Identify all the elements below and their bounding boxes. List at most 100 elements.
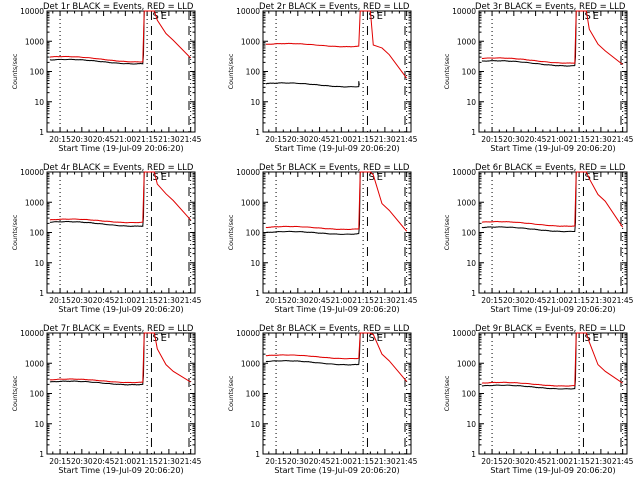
y-tick-label: 10 — [466, 98, 476, 107]
panel-title: Det 1r BLACK = Events, RED = LLD — [43, 2, 194, 12]
y-axis-label: Counts/sec — [443, 53, 451, 89]
x-tick-label: 20:45 — [525, 457, 547, 466]
y-tick-label: 10 — [34, 259, 44, 268]
y-tick-label: 1000 — [457, 198, 476, 207]
panels: Det 1r BLACK = Events, RED = LLD 1 10 100 10… — [11, 2, 634, 475]
y-tick-label: 10000 — [236, 168, 260, 177]
x-tick-label: 21:00 — [115, 135, 137, 144]
x-tick-label: 21:15 — [568, 135, 590, 144]
start-marker-label: S — [368, 11, 374, 22]
x-tick-label: 20:30 — [287, 457, 309, 466]
x-tick-label: 20:15 — [481, 457, 503, 466]
y-tick-label: 1000 — [457, 359, 476, 368]
y-axis-label: Counts/sec — [227, 214, 235, 250]
x-tick-label: 21:30 — [374, 296, 396, 305]
y-tick-label: 1 — [255, 128, 260, 137]
events-series-line — [49, 171, 145, 228]
x-tick-label: 20:45 — [93, 135, 115, 144]
y-tick-label: 100 — [462, 390, 477, 399]
events-series-line — [481, 332, 577, 390]
y-axis-label: Counts/sec — [443, 375, 451, 411]
x-tick-label: 20:15 — [481, 296, 503, 305]
x-tick-label: 20:45 — [93, 296, 115, 305]
x-tick-label: 21:30 — [374, 457, 396, 466]
x-tick-label: 21:45 — [180, 135, 202, 144]
x-tick-label: 21:45 — [612, 457, 634, 466]
x-tick-label: 21:45 — [396, 457, 418, 466]
x-tick-label: 20:30 — [287, 135, 309, 144]
events-series-line — [265, 171, 361, 235]
y-tick-label: 1 — [471, 289, 476, 298]
y-tick-label: 10000 — [236, 329, 260, 338]
y-tick-label: 1 — [255, 289, 260, 298]
events-series-line — [265, 81, 360, 88]
x-tick-label: 20:45 — [525, 296, 547, 305]
x-tick-label: 21:00 — [547, 135, 569, 144]
x-tick-label: 20:45 — [309, 457, 331, 466]
x-tick-label: 21:00 — [115, 457, 137, 466]
start-marker-label: S — [368, 333, 374, 344]
y-tick-label: 10000 — [452, 329, 476, 338]
y-tick-label: 100 — [246, 390, 261, 399]
events-series-line — [49, 332, 145, 386]
y-tick-label: 100 — [246, 68, 261, 77]
x-tick-label: 21:15 — [136, 296, 158, 305]
y-axis-label: Counts/sec — [227, 375, 235, 411]
lld-series-line — [481, 10, 623, 65]
y-tick-label: 1000 — [457, 37, 476, 46]
x-tick-label: 21:15 — [352, 457, 374, 466]
x-tick-label: 21:45 — [612, 135, 634, 144]
x-tick-label: 21:30 — [158, 457, 180, 466]
start-marker-label: S — [584, 172, 590, 183]
y-tick-label: 10000 — [236, 7, 260, 16]
x-axis-label: Start Time (19-Jul-09 20:06:20) — [58, 466, 183, 475]
x-tick-label: 20:15 — [49, 135, 71, 144]
y-tick-label: 1 — [255, 450, 260, 459]
y-tick-label: 10 — [466, 259, 476, 268]
panel-title: Det 7r BLACK = Events, RED = LLD — [43, 324, 194, 334]
x-tick-label: 21:45 — [180, 457, 202, 466]
panel-title: Det 3r BLACK = Events, RED = LLD — [475, 2, 626, 12]
y-tick-label: 10000 — [20, 329, 44, 338]
x-tick-label: 21:30 — [590, 457, 612, 466]
panel-title: Det 2r BLACK = Events, RED = LLD — [259, 2, 410, 12]
panel-title: Det 9r BLACK = Events, RED = LLD — [475, 324, 626, 334]
y-tick-label: 1000 — [241, 359, 260, 368]
x-tick-label: 20:15 — [265, 296, 287, 305]
x-tick-label: 21:15 — [568, 457, 590, 466]
x-tick-label: 21:15 — [568, 296, 590, 305]
x-tick-label: 21:30 — [590, 296, 612, 305]
detector-panel: Det 9r BLACK = Events, RED = LLD 1 10 100 10… — [443, 324, 634, 475]
y-tick-label: 10 — [34, 98, 44, 107]
y-tick-label: 1000 — [241, 37, 260, 46]
x-tick-label: 20:30 — [71, 135, 93, 144]
x-axis-label: Start Time (19-Jul-09 20:06:20) — [274, 305, 399, 314]
y-axis-label: Counts/sec — [227, 53, 235, 89]
end-marker-label: E — [161, 172, 167, 183]
x-tick-label: 21:30 — [158, 296, 180, 305]
y-tick-label: 10 — [34, 420, 44, 429]
x-tick-label: 21:00 — [331, 135, 353, 144]
detector-panel: Det 4r BLACK = Events, RED = LLD 1 10 100 10… — [11, 163, 202, 314]
panel-title: Det 4r BLACK = Events, RED = LLD — [43, 163, 194, 173]
detector-panel: Det 3r BLACK = Events, RED = LLD 1 10 100 10… — [443, 2, 634, 153]
x-tick-label: 21:15 — [352, 135, 374, 144]
y-tick-label: 1 — [471, 128, 476, 137]
x-tick-label: 21:15 — [136, 135, 158, 144]
x-axis-label: Start Time (19-Jul-09 20:06:20) — [274, 144, 399, 153]
y-tick-label: 1000 — [25, 198, 44, 207]
y-tick-label: 1000 — [25, 37, 44, 46]
x-tick-label: 20:30 — [287, 296, 309, 305]
end-marker-label: E — [161, 333, 167, 344]
y-axis-label: Counts/sec — [11, 375, 19, 411]
x-tick-label: 21:30 — [590, 135, 612, 144]
events-series-line — [481, 10, 577, 67]
detector-panel: Det 8r BLACK = Events, RED = LLD 1 10 100 10… — [227, 324, 418, 475]
x-tick-label: 20:45 — [309, 135, 331, 144]
lld-series-line — [49, 10, 192, 63]
x-tick-label: 20:30 — [71, 457, 93, 466]
y-tick-label: 10000 — [20, 168, 44, 177]
detector-panel: Det 1r BLACK = Events, RED = LLD 1 10 100 10… — [11, 2, 202, 153]
x-tick-label: 20:45 — [309, 296, 331, 305]
